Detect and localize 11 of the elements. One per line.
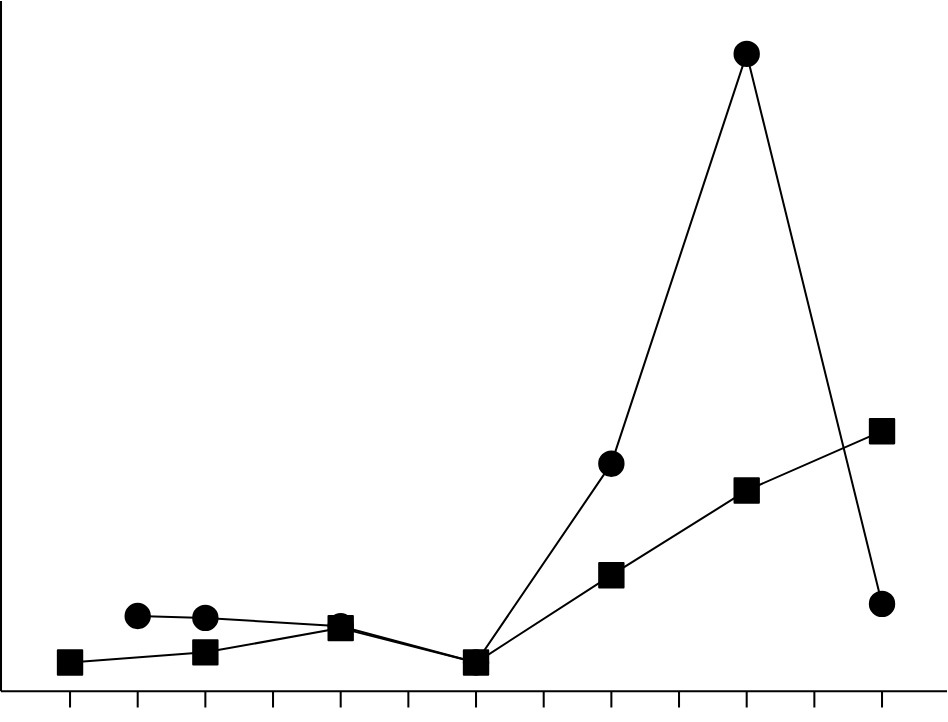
point: [598, 450, 625, 477]
point: [868, 418, 896, 445]
point: [192, 604, 219, 632]
point: [192, 639, 219, 666]
point: [733, 477, 760, 504]
point: [462, 649, 490, 676]
point: [868, 590, 896, 618]
point: [733, 40, 760, 68]
point: [56, 649, 84, 676]
point: [124, 602, 151, 630]
point: [598, 562, 625, 589]
